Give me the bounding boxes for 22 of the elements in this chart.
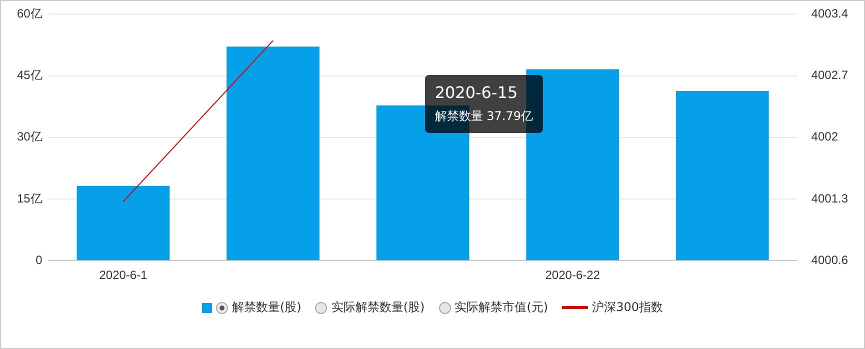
- legend-label: 实际解禁市值(元): [454, 299, 548, 316]
- y2-tick-label: 4002.7: [811, 68, 848, 82]
- legend-label: 沪深300指数: [592, 299, 664, 316]
- y-tick-label: 30亿: [16, 130, 42, 144]
- y2-tick-label: 4002: [811, 130, 838, 144]
- y2-tick-label: 4001.3: [811, 191, 848, 206]
- y2-tick-label: 4000.6: [811, 252, 848, 267]
- legend-label: 实际解禁数量(股): [331, 299, 425, 316]
- bar: [376, 105, 470, 260]
- y2-tick-label: 4003.4: [811, 6, 848, 21]
- x-tick-label: 2020-6-22: [545, 268, 600, 282]
- annotation: 2020-6-15: [434, 83, 519, 102]
- annotation: 解禁数量 37.79亿: [434, 108, 533, 125]
- x-tick-label: 2020-6-1: [99, 268, 148, 282]
- y-tick-label: 60亿: [16, 6, 42, 21]
- bar: [676, 90, 769, 260]
- bar: [226, 46, 320, 260]
- legend-label: 解禁数量(股): [232, 299, 302, 316]
- y-tick-label: 15亿: [16, 191, 42, 206]
- y-tick-label: 45亿: [16, 68, 42, 82]
- y-tick-label: 0: [36, 252, 43, 267]
- bar: [76, 186, 170, 260]
